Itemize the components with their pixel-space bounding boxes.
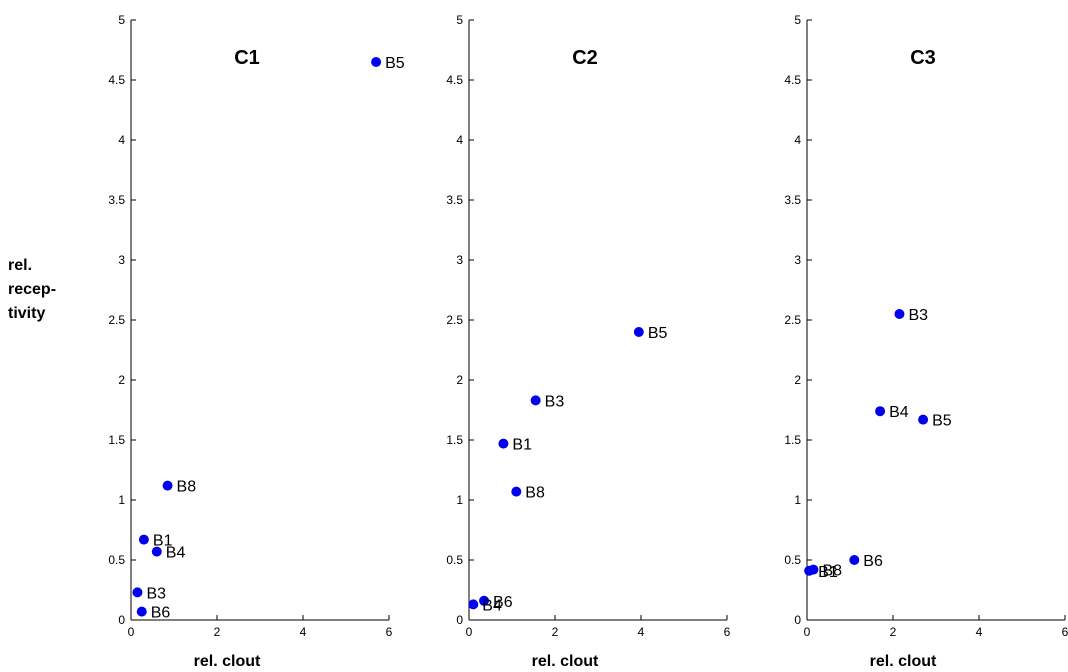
y-tick-label: 1 <box>456 493 463 507</box>
panel-c2: 0 0.5 1 1.5 2 2.5 3 3.5 4 4.5 5 0 2 4 6 C2 rel. clout B5 B… <box>446 13 730 670</box>
point-label-b4: B4 <box>482 597 502 614</box>
data-point-b4 <box>468 599 479 610</box>
y-tick-label: 0.5 <box>446 553 463 567</box>
point-label-b6: B6 <box>493 594 513 611</box>
panel-c3: 0 0.5 1 1.5 2 2.5 3 3.5 4 4.5 5 0 2 4 6 C3 rel. clout B3 B… <box>784 13 1068 670</box>
data-point-b3 <box>894 309 905 319</box>
y-tick-label: 4.5 <box>108 73 125 87</box>
x-tick-label: 2 <box>214 625 221 639</box>
data-point-b1 <box>138 534 149 545</box>
y-axis-label-line-3: tivity <box>8 305 46 322</box>
point-label-b1: B1 <box>818 564 838 581</box>
data-point-b8 <box>162 480 173 491</box>
y-tick-label: 4.5 <box>784 73 801 87</box>
x-tick-label: 0 <box>128 625 135 639</box>
y-axis-label-line-2: recep- <box>8 281 57 298</box>
y-tick-label: 0.5 <box>784 553 801 567</box>
x-tick-label: 2 <box>552 625 559 639</box>
y-tick-label: 0 <box>456 613 463 627</box>
y-tick-label: 5 <box>118 13 125 27</box>
x-axis-label: rel. clout <box>870 653 937 670</box>
data-point-b6 <box>479 595 490 606</box>
y-tick-label: 3 <box>118 253 125 267</box>
y-tick-label: 3.5 <box>108 193 125 207</box>
data-point-b3 <box>530 395 541 406</box>
y-tick-label: 4 <box>794 133 801 147</box>
x-axis-label: rel. clout <box>194 653 261 670</box>
point-label-b4: B4 <box>889 404 909 421</box>
x-tick-label: 4 <box>300 625 307 639</box>
data-point-b5 <box>633 327 644 337</box>
y-tick-label: 3.5 <box>784 193 801 207</box>
x-tick-label: 4 <box>976 625 983 639</box>
point-label-b1: B1 <box>153 533 173 550</box>
y-tick-label: 0 <box>118 613 125 627</box>
x-tick-label: 0 <box>804 625 811 639</box>
x-tick-label: 4 <box>638 625 645 639</box>
y-tick-label: 0 <box>794 613 801 627</box>
y-tick-label: 3 <box>794 253 801 267</box>
y-tick-label: 4 <box>118 133 125 147</box>
data-point-b6 <box>849 555 860 565</box>
point-label-b3: B3 <box>146 585 166 602</box>
point-label-b5: B5 <box>648 325 668 342</box>
y-tick-label: 1.5 <box>108 433 125 447</box>
data-point-b4 <box>151 546 162 557</box>
data-point-b1 <box>498 438 509 449</box>
point-label-b5: B5 <box>385 55 405 72</box>
panel-title: C1 <box>234 47 260 69</box>
point-label-b1: B1 <box>512 437 532 454</box>
point-label-b5: B5 <box>932 413 952 430</box>
x-tick-label: 0 <box>466 625 473 639</box>
x-tick-label: 6 <box>386 625 393 639</box>
y-axis-label: rel. recep- tivity <box>8 254 108 326</box>
data-point-b1 <box>804 565 815 576</box>
data-point-b6 <box>136 606 147 617</box>
panel-title: C2 <box>572 47 598 69</box>
panel-c1: 0 0.5 1 1.5 2 2.5 3 3.5 4 4.5 5 0 2 4 6 C1 rel. clout B5 B… <box>108 13 404 670</box>
y-tick-label: 3 <box>456 253 463 267</box>
y-tick-label: 2 <box>118 373 125 387</box>
y-tick-label: 1.5 <box>446 433 463 447</box>
point-label-b3: B3 <box>545 393 565 410</box>
y-tick-label: 4 <box>456 133 463 147</box>
y-tick-label: 2 <box>456 373 463 387</box>
y-tick-label: 2.5 <box>446 313 463 327</box>
y-tick-label: 5 <box>456 13 463 27</box>
y-axis-label-line-1: rel. <box>8 257 33 274</box>
y-tick-label: 1 <box>118 493 125 507</box>
data-point-b4 <box>875 406 886 417</box>
panel-title: C3 <box>910 47 936 69</box>
x-tick-label: 6 <box>1062 625 1068 639</box>
y-tick-label: 3.5 <box>446 193 463 207</box>
y-tick-label: 2.5 <box>108 313 125 327</box>
x-tick-label: 6 <box>724 625 731 639</box>
y-tick-label: 1 <box>794 493 801 507</box>
data-point-b5 <box>371 57 382 67</box>
x-axis-label: rel. clout <box>532 653 599 670</box>
data-point-b5 <box>918 414 929 425</box>
data-point-b3 <box>132 587 143 598</box>
point-label-b3: B3 <box>908 307 928 324</box>
y-tick-label: 4.5 <box>446 73 463 87</box>
point-label-b8: B8 <box>177 479 197 496</box>
y-tick-label: 1.5 <box>784 433 801 447</box>
y-tick-label: 2 <box>794 373 801 387</box>
point-label-b8: B8 <box>525 485 545 502</box>
y-tick-label: 2.5 <box>784 313 801 327</box>
y-tick-label: 5 <box>794 13 801 27</box>
point-label-b6: B6 <box>863 553 883 570</box>
y-tick-label: 0.5 <box>108 553 125 567</box>
point-label-b6: B6 <box>151 605 171 622</box>
data-point-b8 <box>511 486 522 497</box>
point-label-b8: B8 <box>822 563 842 580</box>
point-label-b4: B4 <box>166 545 186 562</box>
x-tick-label: 2 <box>890 625 897 639</box>
